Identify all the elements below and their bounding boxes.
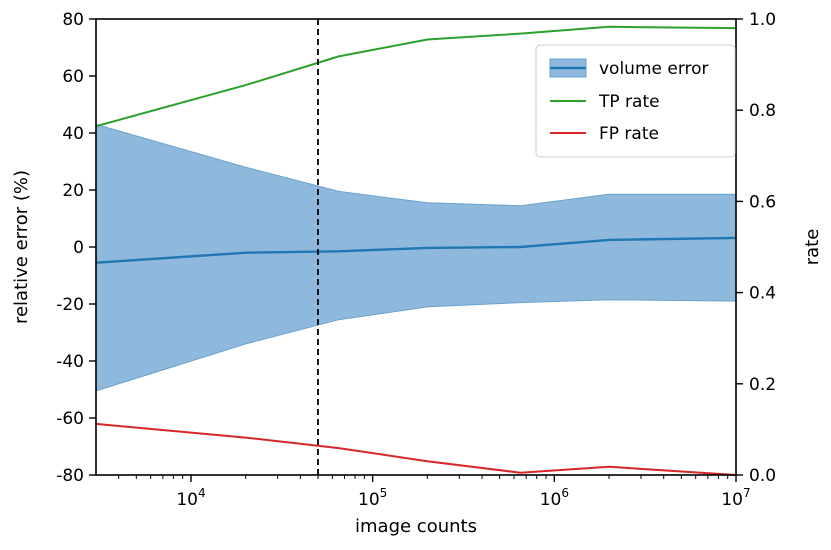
right-tick-label: 1.0 <box>749 10 776 30</box>
left-tick-label: 80 <box>62 10 84 30</box>
right-tick-label: 0.2 <box>749 375 776 395</box>
legend-label-fp-rate: FP rate <box>599 124 659 144</box>
left-tick-label: 40 <box>62 124 84 144</box>
legend: volume error TP rate FP rate <box>535 44 736 158</box>
x-tick-label: 104 <box>176 486 205 510</box>
x-tick-label: 106 <box>540 486 569 510</box>
fp-rate-line <box>95 422 737 476</box>
right-tick-label: 0.0 <box>749 466 776 486</box>
legend-label-tp-rate: TP rate <box>598 92 660 112</box>
x-tick-label: 107 <box>721 486 750 510</box>
left-tick-label: 60 <box>62 67 84 87</box>
legend-label-volume-error: volume error <box>599 59 709 79</box>
left-tick-label: 20 <box>62 181 84 201</box>
band-layer <box>95 123 737 392</box>
left-tick-label: -20 <box>56 295 84 315</box>
x-axis-label: image counts <box>355 516 477 537</box>
right-tick-label: 0.6 <box>749 192 776 212</box>
left-tick-label: -40 <box>56 352 84 372</box>
volume-error-band <box>95 123 737 392</box>
volume-error-mean-line <box>95 236 737 264</box>
left-tick-label: 0 <box>73 238 84 258</box>
left-tick-label: -60 <box>56 409 84 429</box>
right-tick-label: 0.8 <box>749 101 776 121</box>
left-axis-label: relative error (%) <box>11 170 32 324</box>
line-layer <box>95 25 737 476</box>
tp-rate-line <box>95 25 737 128</box>
right-axis-label: rate <box>802 229 823 266</box>
left-tick-label: -80 <box>56 466 84 486</box>
tick-layer: -80 -60 -40 -20 0 20 40 60 80 0.0 0.2 0.4 0.6 0.8 1.0 1… <box>56 10 776 510</box>
right-tick-label: 0.4 <box>749 284 776 304</box>
x-tick-label: 105 <box>358 486 387 510</box>
